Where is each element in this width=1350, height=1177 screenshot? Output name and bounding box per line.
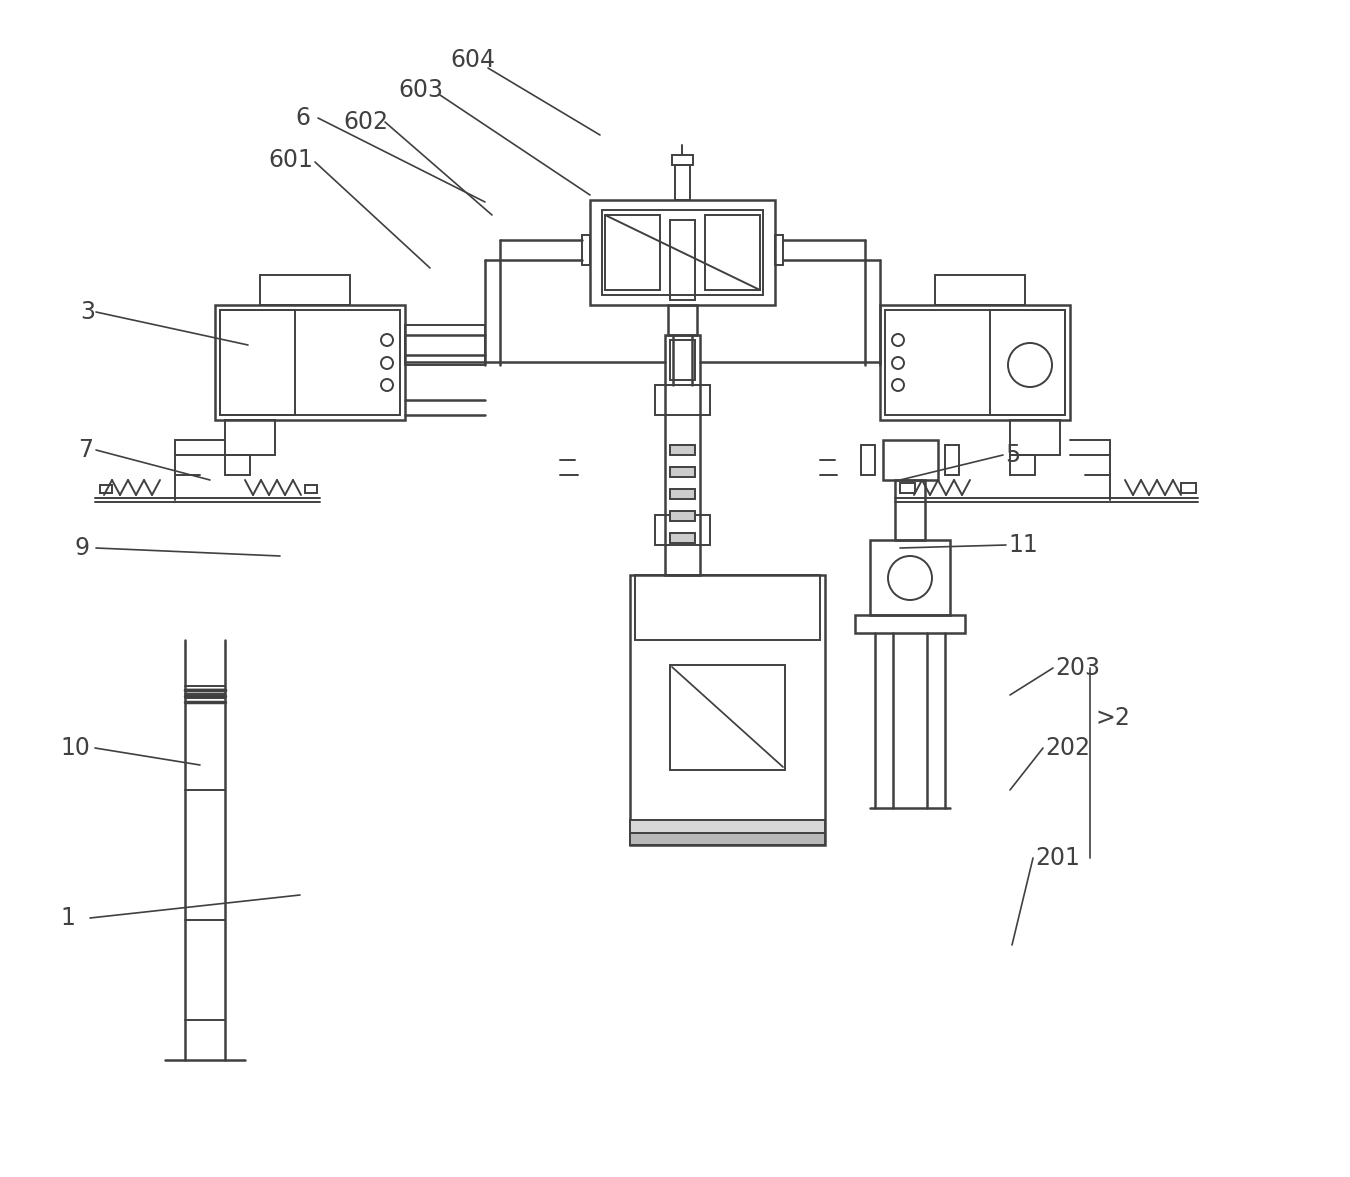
- Text: 7: 7: [78, 438, 93, 463]
- Text: 203: 203: [1054, 656, 1100, 680]
- Text: 602: 602: [343, 109, 387, 134]
- Bar: [605, 215, 660, 290]
- Bar: [668, 305, 697, 335]
- Bar: [936, 275, 1025, 305]
- Bar: [670, 533, 695, 543]
- Bar: [630, 576, 825, 845]
- Text: 604: 604: [450, 48, 495, 72]
- Bar: [666, 335, 701, 576]
- Bar: [602, 210, 763, 295]
- Bar: [880, 305, 1071, 420]
- Text: 3: 3: [80, 300, 94, 324]
- Text: 10: 10: [59, 736, 90, 760]
- Bar: [670, 488, 695, 499]
- Text: 603: 603: [398, 78, 443, 102]
- Bar: [869, 540, 950, 616]
- Bar: [670, 340, 695, 380]
- Bar: [670, 445, 695, 455]
- Bar: [630, 820, 825, 845]
- Text: 9: 9: [76, 536, 90, 560]
- Bar: [895, 480, 925, 540]
- Bar: [100, 485, 112, 493]
- Text: 6: 6: [296, 106, 310, 129]
- Bar: [655, 385, 710, 415]
- Bar: [405, 325, 485, 365]
- Bar: [883, 440, 938, 480]
- Bar: [990, 310, 1065, 415]
- Bar: [1010, 455, 1035, 476]
- Bar: [670, 220, 695, 300]
- Bar: [855, 616, 965, 633]
- Text: 601: 601: [269, 148, 313, 172]
- Text: 202: 202: [1045, 736, 1089, 760]
- Bar: [705, 215, 760, 290]
- Bar: [1181, 483, 1196, 493]
- Bar: [670, 665, 784, 770]
- Bar: [220, 310, 400, 415]
- Bar: [215, 305, 405, 420]
- Text: 11: 11: [1008, 533, 1038, 557]
- Bar: [670, 467, 695, 477]
- Bar: [672, 155, 693, 165]
- Bar: [225, 455, 250, 476]
- Text: 201: 201: [1035, 846, 1080, 870]
- Bar: [675, 165, 690, 200]
- Text: 5: 5: [1004, 443, 1021, 467]
- Bar: [900, 483, 915, 493]
- Bar: [634, 576, 819, 640]
- Bar: [775, 235, 783, 265]
- Bar: [225, 420, 275, 455]
- Bar: [261, 275, 350, 305]
- Text: 1: 1: [59, 906, 74, 930]
- Bar: [590, 200, 775, 305]
- Bar: [630, 833, 825, 845]
- Bar: [582, 235, 590, 265]
- Bar: [1010, 420, 1060, 455]
- Bar: [305, 485, 317, 493]
- Bar: [220, 310, 296, 415]
- Bar: [655, 516, 710, 545]
- Bar: [670, 511, 695, 521]
- Text: >2: >2: [1095, 706, 1130, 730]
- Bar: [886, 310, 1065, 415]
